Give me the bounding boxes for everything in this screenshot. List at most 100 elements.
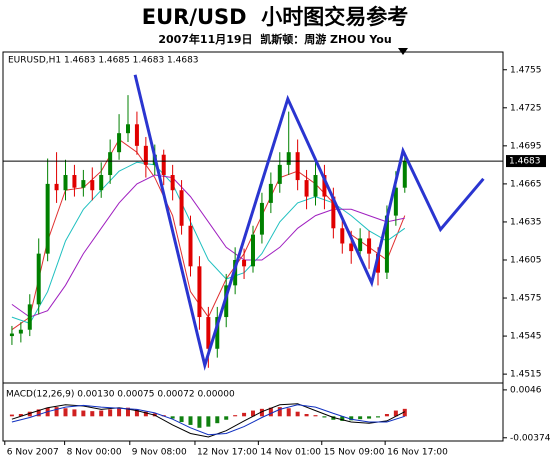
candle-body — [179, 190, 184, 226]
x-tick-label: 14 Nov 01:00 — [260, 448, 321, 458]
candle-body — [81, 180, 86, 188]
macd-bar — [117, 408, 122, 417]
candle-body — [313, 175, 318, 197]
macd-line — [11, 404, 405, 436]
macd-bar — [251, 410, 255, 417]
macd-bar — [215, 416, 220, 424]
x-tick-label: 6 Nov 2007 — [7, 448, 59, 458]
y-tick-label: 1.4605 — [510, 255, 542, 265]
y-tick-label: 1.4755 — [510, 65, 542, 75]
x-tick-label: 9 Nov 08:00 — [132, 448, 187, 458]
x-tick-label: 15 Nov 09:00 — [324, 448, 385, 458]
chart-subtitle: 2007年11月19日 凯斯顿：周游 ZHOU You — [158, 32, 391, 46]
candle-body — [197, 266, 202, 318]
y-tick-label: 1.4545 — [510, 332, 542, 342]
macd-bar — [108, 409, 113, 417]
macd-bar — [126, 407, 130, 417]
candle-body — [27, 304, 32, 330]
price-panel — [2, 51, 504, 384]
y-tick-label: 1.4695 — [510, 141, 542, 151]
macd-bar — [143, 411, 148, 417]
candle-body — [99, 175, 104, 191]
x-tick-label: 12 Nov 17:00 — [197, 448, 258, 458]
x-tick-label: 16 Nov 17:00 — [387, 448, 448, 458]
macd-bar — [54, 407, 59, 417]
y-tick-label: 1.4575 — [510, 294, 542, 304]
macd-bar — [286, 408, 291, 417]
candle-body — [268, 183, 273, 203]
candle-body — [295, 152, 300, 181]
macd-bar — [90, 411, 95, 417]
candle-body — [277, 164, 282, 184]
chart-title: EUR/USD 小时图交易参考 — [142, 5, 408, 29]
candle-body — [54, 183, 59, 191]
current-price-box — [506, 155, 546, 168]
candle-body — [393, 187, 398, 216]
candle-body — [358, 238, 363, 252]
candle-body — [402, 161, 407, 188]
candle-body — [188, 225, 193, 267]
macd-bar — [349, 416, 354, 421]
macd-bar — [9, 414, 14, 417]
y-tick-label: 1.4635 — [510, 217, 542, 227]
candle-body — [331, 196, 336, 229]
candle-body — [117, 133, 122, 153]
macd-bar — [134, 409, 139, 417]
macd-bar — [331, 416, 336, 420]
macd-bar — [322, 416, 327, 418]
macd-bar — [206, 416, 211, 427]
macd-bar — [367, 416, 372, 419]
y-tick-label: 1.4665 — [510, 179, 542, 189]
macd-bar — [277, 407, 282, 417]
candle-body — [143, 145, 148, 165]
macd-bar — [358, 416, 363, 420]
macd-bar — [224, 416, 229, 420]
candle-body — [90, 180, 95, 191]
candle-body — [286, 152, 291, 165]
macd-bar — [63, 408, 68, 417]
candle-body — [322, 175, 327, 197]
macd-bar — [18, 414, 23, 417]
candle-body — [9, 333, 14, 337]
candle-body — [126, 124, 130, 134]
macd-bar — [233, 415, 238, 417]
macd-bar — [376, 416, 380, 418]
candle-body — [215, 317, 220, 349]
moving-average — [11, 161, 406, 325]
candle-body — [36, 253, 41, 305]
macd-bar — [393, 410, 398, 417]
macd-label: MACD(12,26,9) 0.00130 0.00075 0.00072 0.… — [6, 390, 235, 400]
candle-body — [63, 175, 68, 191]
macd-bar — [242, 412, 247, 417]
macd-bar — [179, 416, 184, 423]
candle-body — [367, 238, 372, 254]
macd-bar — [313, 415, 318, 417]
candle-body — [259, 202, 264, 235]
candle-body — [251, 234, 255, 267]
macd-bar — [170, 416, 175, 419]
candle-body — [340, 228, 345, 244]
candle-body — [18, 329, 23, 334]
candle-body — [161, 154, 166, 176]
current-price-label: 1.4683 — [509, 157, 541, 167]
candle-body — [45, 183, 50, 254]
candle-body — [304, 180, 309, 197]
candle-body — [108, 152, 113, 176]
candle-body — [376, 253, 380, 273]
macd-bar — [402, 408, 407, 417]
macd-bar — [295, 411, 300, 417]
price-label: EURUSD,H1 1.4683 1.4685 1.4683 1.4683 — [8, 56, 199, 66]
shift-marker — [398, 48, 408, 55]
y-tick-label: 1.4725 — [510, 103, 542, 113]
macd-bar — [81, 410, 86, 417]
x-tick-label: 8 Nov 00:00 — [67, 448, 122, 458]
macd-bar — [268, 407, 273, 417]
macd-bar — [188, 416, 193, 425]
y-tick-label: -0.00374 — [510, 433, 550, 443]
candle-body — [134, 124, 139, 146]
macd-bar — [99, 410, 104, 417]
macd-bar — [304, 414, 309, 417]
candle-body — [170, 175, 175, 191]
macd-bar — [72, 409, 77, 417]
